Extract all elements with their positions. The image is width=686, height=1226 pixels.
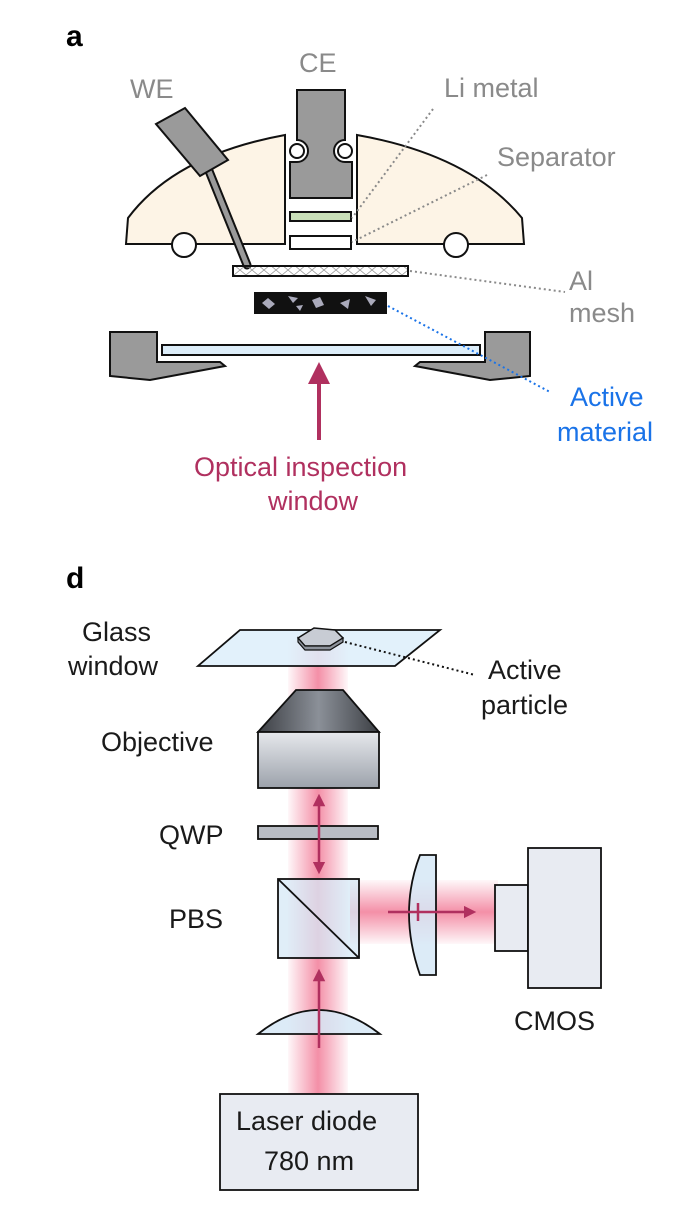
panel-d-letter: d [66,562,84,595]
lens-horizontal [408,854,437,976]
panel-a-letter: a [66,20,83,53]
separator [289,235,352,250]
label-laser-2: 780 nm [264,1146,354,1176]
active-material [254,292,387,314]
label-glass-window-1: Glass [82,617,151,647]
label-active-material-1: Active [570,382,644,412]
objective-lens [255,689,381,789]
optical-window-glass [161,344,481,356]
label-objective: Objective [101,727,214,757]
cmos-camera [494,847,602,989]
leader-al-mesh [409,270,566,293]
cell-body-left [124,133,286,245]
label-active-particle-2: particle [481,690,568,720]
active-particle [296,627,345,651]
label-laser-1: Laser diode [236,1106,377,1136]
label-al-mesh-1: Al [569,266,593,296]
label-glass-window-2: window [67,651,159,681]
holder-left [109,331,228,382]
label-separator: Separator [497,142,616,172]
label-qwp: QWP [159,820,224,850]
beam-arrows [312,793,477,1048]
ce-electrode [289,89,353,199]
leader-active-material [387,305,551,393]
label-li-metal: Li metal [444,73,539,103]
ce-hole-left [289,143,305,159]
al-mesh [232,265,409,277]
label-optical-window-2: window [267,486,359,516]
panel-a: a [66,20,653,516]
ce-hole-right [337,143,353,159]
li-metal [289,211,352,222]
label-optical-window-1: Optical inspection [194,452,407,482]
we-electrode [154,106,252,270]
leader-active-particle [344,641,476,676]
label-active-particle-1: Active [488,655,562,685]
label-ce: CE [299,48,337,78]
optical-arrow [308,362,330,440]
label-pbs: PBS [169,904,223,934]
label-al-mesh-2: mesh [569,298,635,328]
cell-body-right [356,133,526,245]
wheel-right [443,232,469,258]
leader-separator [351,174,488,243]
panel-d: d [66,562,602,1191]
label-we: WE [130,74,174,104]
laser-diode [219,1093,419,1191]
pbs-cube [277,878,360,959]
holder-right [412,331,531,382]
label-active-material-2: material [557,417,653,447]
wheel-left [171,232,197,258]
label-cmos: CMOS [514,1006,595,1036]
